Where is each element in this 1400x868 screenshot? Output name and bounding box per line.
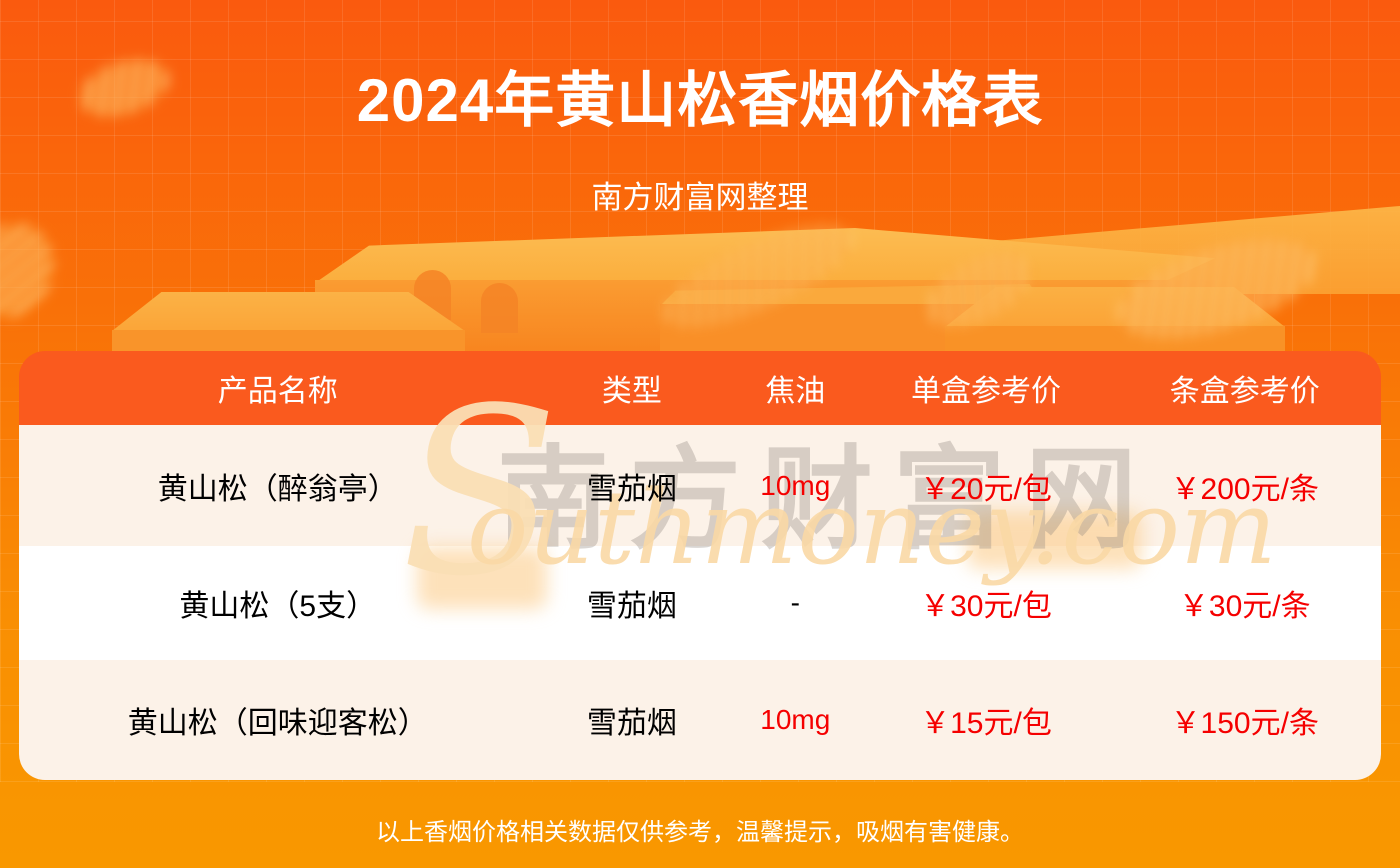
cell-product-name: 黄山松（回味迎客松） <box>127 707 428 740</box>
page-subtitle: 南方财富网整理 <box>591 180 809 215</box>
column-header-pack-price: 单盒参考价 <box>910 375 1061 408</box>
table-row: 黄山松（醉翁亭） 雪茄烟 10mg ￥20元/包 ￥200元/条 <box>19 425 1381 546</box>
cell-type: 雪茄烟 <box>586 707 677 740</box>
cell-pack-price: ￥20元/包 <box>920 472 1052 506</box>
cell-pack-price: ￥30元/包 <box>920 590 1052 623</box>
cell-product-name: 黄山松（5支） <box>179 590 377 623</box>
podium-left-front-face <box>112 330 465 352</box>
podium-arch-decoration <box>481 283 518 333</box>
cell-type: 雪茄烟 <box>586 472 677 506</box>
cell-carton-price: ￥150元/条 <box>1170 707 1319 740</box>
cell-tar: - <box>790 587 800 618</box>
column-header-type: 类型 <box>601 375 662 408</box>
column-header-carton-price: 条盒参考价 <box>1169 375 1320 408</box>
price-table: 产品名称 类型 焦油 单盒参考价 条盒参考价 南方财富网 S outhmoney… <box>19 351 1381 780</box>
table-header-row: 产品名称 类型 焦油 单盒参考价 条盒参考价 <box>19 351 1381 425</box>
cell-tar: 10mg <box>760 704 831 735</box>
cell-carton-price: ￥30元/条 <box>1178 590 1311 623</box>
column-header-product-name: 产品名称 <box>217 375 338 408</box>
table-row: 黄山松（回味迎客松） 雪茄烟 10mg ￥15元/包 ￥150元/条 <box>19 660 1381 780</box>
cell-pack-price: ￥15元/包 <box>920 707 1052 740</box>
cell-carton-price: ￥200元/条 <box>1170 472 1319 506</box>
page-title: 2024年黄山松香烟价格表 <box>356 67 1044 134</box>
table-row: 黄山松（5支） 雪茄烟 - ￥30元/包 ￥30元/条 <box>19 546 1381 660</box>
podium-right-front-face <box>945 326 1285 352</box>
footer-disclaimer: 以上香烟价格相关数据仅供参考，温馨提示，吸烟有害健康。 <box>376 819 1024 846</box>
cell-type: 雪茄烟 <box>586 590 677 623</box>
column-header-tar: 焦油 <box>765 375 826 408</box>
cell-tar: 10mg <box>760 469 831 501</box>
podium-left-top-face <box>112 292 465 331</box>
cell-product-name: 黄山松（醉翁亭） <box>157 472 398 506</box>
